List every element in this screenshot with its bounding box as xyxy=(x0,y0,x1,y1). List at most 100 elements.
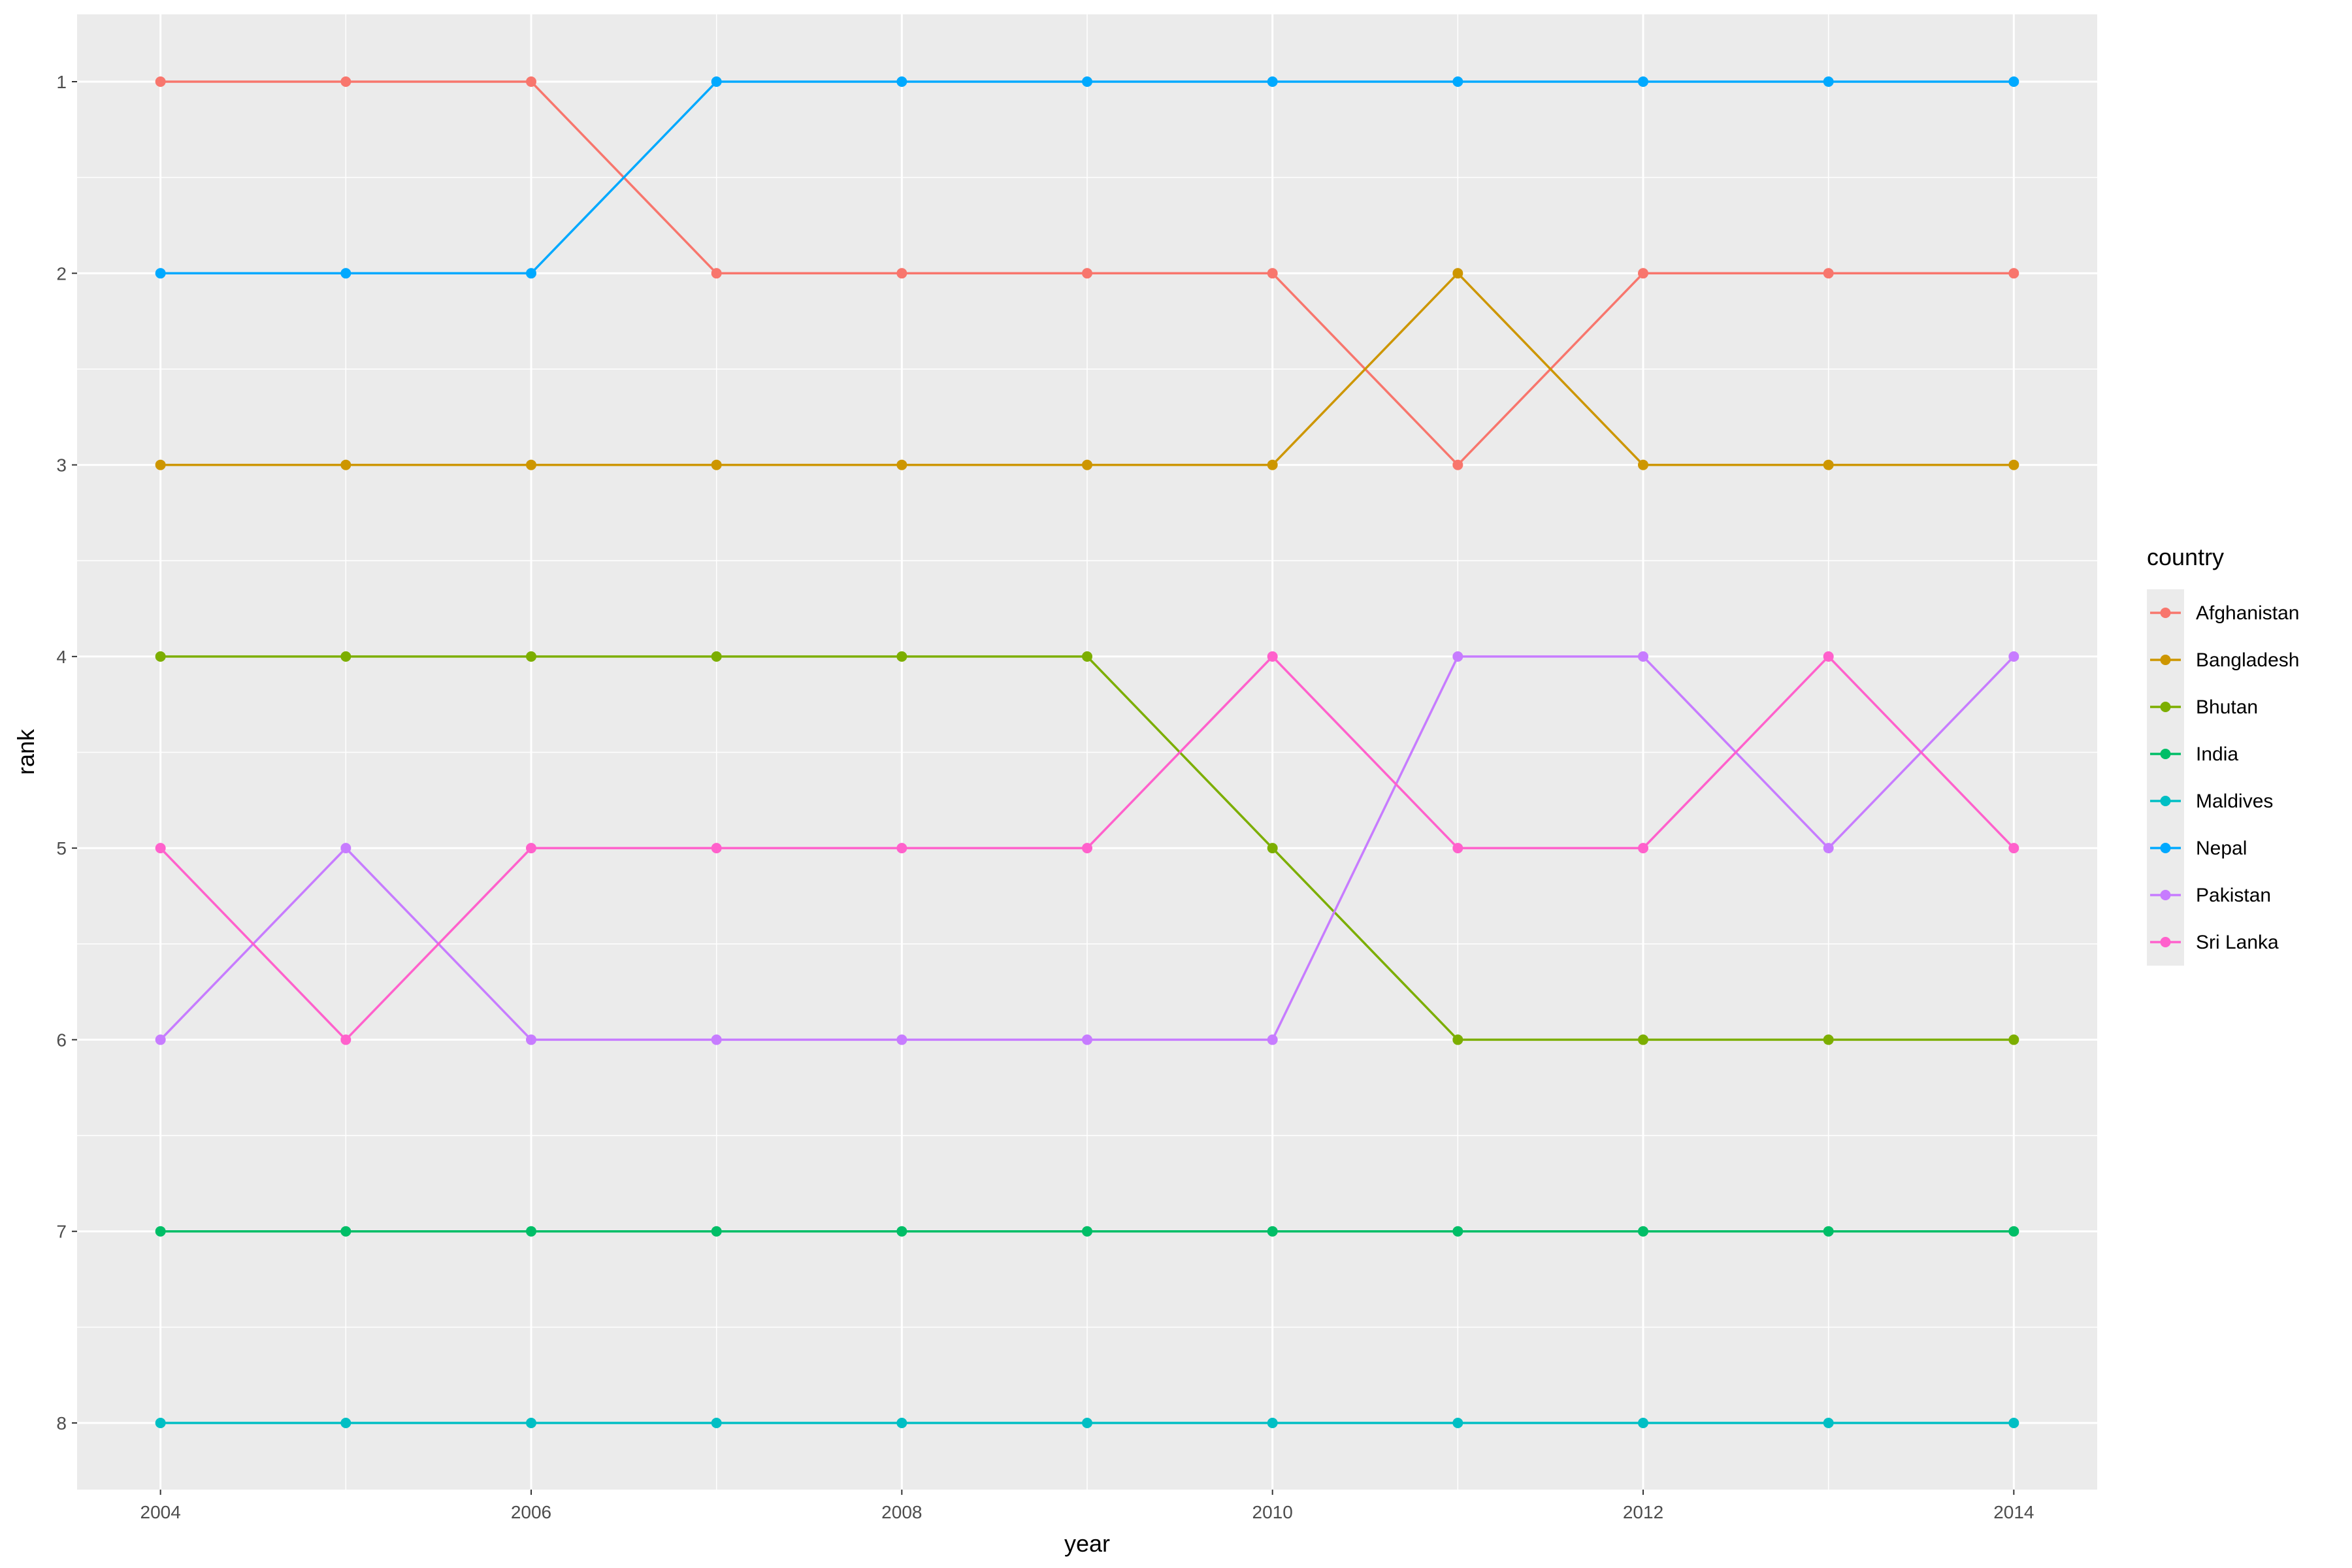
data-point-pakistan xyxy=(155,1034,166,1045)
data-point-maldives xyxy=(711,1418,722,1428)
data-point-afghanistan xyxy=(340,76,351,87)
data-point-nepal xyxy=(1452,76,1463,87)
legend-item-sri-lanka: Sri Lanka xyxy=(2147,919,2279,966)
x-tick-label: 2014 xyxy=(1993,1502,2034,1522)
data-point-bhutan xyxy=(340,651,351,662)
data-point-bangladesh xyxy=(1452,268,1463,279)
data-point-nepal xyxy=(155,268,166,279)
y-tick-label: 1 xyxy=(56,72,67,92)
data-point-pakistan xyxy=(1082,1034,1092,1045)
legend: country Afghanistan Bangladesh Bhutan India… xyxy=(2147,544,2299,966)
data-point-pakistan xyxy=(2008,651,2019,662)
data-point-bhutan xyxy=(1267,843,1278,854)
data-point-bangladesh xyxy=(1823,459,1834,470)
legend-item-maldives: Maldives xyxy=(2147,777,2273,825)
x-tick-label: 2004 xyxy=(140,1502,181,1522)
data-point-india xyxy=(1082,1226,1092,1237)
data-point-maldives xyxy=(525,1418,536,1428)
legend-key-point xyxy=(2160,749,2171,759)
series-maldives xyxy=(155,1418,2019,1428)
data-point-maldives xyxy=(1823,1418,1834,1428)
legend-label-nepal: Nepal xyxy=(2196,838,2247,859)
data-point-pakistan xyxy=(1638,651,1649,662)
legend-key-point xyxy=(2160,843,2171,853)
data-point-india xyxy=(896,1226,907,1237)
y-tick-label: 5 xyxy=(56,838,67,858)
minor-gridlines xyxy=(77,14,2097,1490)
series-bhutan xyxy=(155,651,2019,1045)
data-point-bangladesh xyxy=(155,459,166,470)
legend-item-bhutan: Bhutan xyxy=(2147,683,2258,730)
data-point-pakistan xyxy=(711,1034,722,1045)
data-point-bhutan xyxy=(2008,1034,2019,1045)
data-point-bangladesh xyxy=(525,459,536,470)
data-point-maldives xyxy=(1452,1418,1463,1428)
y-tick-label: 8 xyxy=(56,1413,67,1433)
series-india xyxy=(155,1226,2019,1237)
series-nepal xyxy=(155,76,2019,279)
data-point-bangladesh xyxy=(1267,459,1278,470)
data-point-pakistan xyxy=(340,843,351,854)
legend-label-bhutan: Bhutan xyxy=(2196,696,2258,718)
data-point-afghanistan xyxy=(711,268,722,279)
x-tick-label: 2006 xyxy=(511,1502,551,1522)
data-point-maldives xyxy=(155,1418,166,1428)
data-point-nepal xyxy=(711,76,722,87)
data-point-pakistan xyxy=(1452,651,1463,662)
data-point-nepal xyxy=(1638,76,1649,87)
data-point-bhutan xyxy=(1823,1034,1834,1045)
data-point-bhutan xyxy=(1452,1034,1463,1045)
series-afghanistan xyxy=(155,76,2019,470)
data-point-india xyxy=(1267,1226,1278,1237)
x-tick-label: 2012 xyxy=(1623,1502,1663,1522)
legend-item-afghanistan: Afghanistan xyxy=(2147,589,2299,636)
data-point-sri-lanka xyxy=(896,843,907,854)
data-point-sri-lanka xyxy=(525,843,536,854)
y-tick-label: 3 xyxy=(56,455,67,476)
data-point-bangladesh xyxy=(340,459,351,470)
legend-item-india: India xyxy=(2147,730,2238,777)
data-point-india xyxy=(525,1226,536,1237)
x-axis: 2004 2006 2008 2010 2012 2014 xyxy=(140,1490,2034,1522)
legend-label-india: India xyxy=(2196,743,2238,765)
data-point-afghanistan xyxy=(1638,268,1649,279)
legend-item-pakistan: Pakistan xyxy=(2147,872,2271,919)
data-point-india xyxy=(340,1226,351,1237)
legend-keys: Afghanistan Bangladesh Bhutan India Maldives… xyxy=(2147,589,2299,966)
y-axis-title: rank xyxy=(12,728,39,775)
legend-key-point xyxy=(2160,702,2171,712)
y-tick-label: 7 xyxy=(56,1222,67,1242)
data-point-bhutan xyxy=(525,651,536,662)
legend-label-sri-lanka: Sri Lanka xyxy=(2196,932,2279,953)
data-point-sri-lanka xyxy=(1823,651,1834,662)
data-point-afghanistan xyxy=(896,268,907,279)
legend-item-bangladesh: Bangladesh xyxy=(2147,636,2299,683)
data-point-sri-lanka xyxy=(1267,651,1278,662)
legend-title: country xyxy=(2147,544,2224,570)
legend-key-point xyxy=(2160,937,2171,947)
data-point-maldives xyxy=(340,1418,351,1428)
data-point-india xyxy=(711,1226,722,1237)
data-point-nepal xyxy=(1267,76,1278,87)
y-tick-label: 2 xyxy=(56,263,67,284)
data-point-nepal xyxy=(525,268,536,279)
data-point-bangladesh xyxy=(2008,459,2019,470)
data-point-afghanistan xyxy=(2008,268,2019,279)
legend-label-afghanistan: Afghanistan xyxy=(2196,602,2299,624)
legend-label-bangladesh: Bangladesh xyxy=(2196,649,2299,671)
legend-key-point xyxy=(2160,890,2171,900)
data-point-india xyxy=(1823,1226,1834,1237)
series-pakistan xyxy=(155,651,2019,1045)
data-point-pakistan xyxy=(1823,843,1834,854)
data-point-afghanistan xyxy=(525,76,536,87)
legend-item-nepal: Nepal xyxy=(2147,825,2247,872)
x-tick-label: 2008 xyxy=(881,1502,922,1522)
data-point-afghanistan xyxy=(1267,268,1278,279)
legend-key-point xyxy=(2160,796,2171,806)
data-point-india xyxy=(2008,1226,2019,1237)
data-point-sri-lanka xyxy=(1082,843,1092,854)
data-point-pakistan xyxy=(525,1034,536,1045)
data-point-nepal xyxy=(340,268,351,279)
data-point-pakistan xyxy=(896,1034,907,1045)
